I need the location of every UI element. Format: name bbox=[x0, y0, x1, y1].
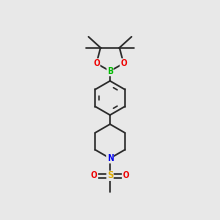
Text: S: S bbox=[107, 171, 113, 180]
Text: B: B bbox=[107, 67, 113, 76]
Text: O: O bbox=[93, 59, 100, 68]
Text: O: O bbox=[123, 171, 129, 180]
Text: N: N bbox=[107, 154, 113, 163]
Text: O: O bbox=[120, 59, 127, 68]
Text: O: O bbox=[91, 171, 97, 180]
